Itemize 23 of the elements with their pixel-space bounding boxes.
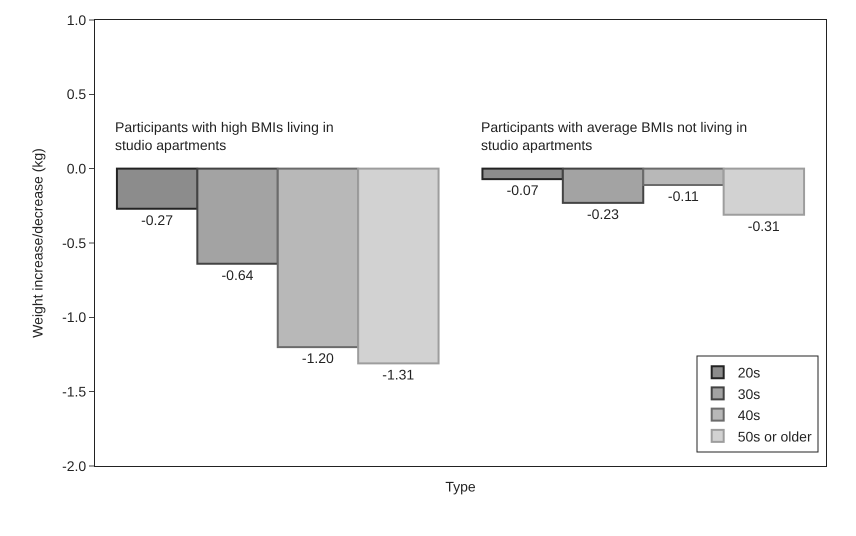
y-tick-label: -1.0: [62, 309, 86, 326]
y-axis-title: Weight increase/decrease (kg): [30, 148, 46, 338]
legend-label: 20s: [738, 364, 760, 381]
x-tick-label: Participants with high BMIs living in studio apartments: [115, 119, 334, 154]
data-label: -1.31: [382, 366, 414, 382]
y-tick-label: 1.0: [66, 12, 86, 28]
data-label: -0.31: [748, 218, 780, 234]
data-label: -0.07: [506, 182, 539, 198]
data-label: -0.23: [586, 206, 620, 222]
data-label: -1.20: [302, 350, 334, 366]
legend-label: 50s or older: [738, 428, 812, 444]
legend-label: 40s: [738, 407, 760, 424]
x-tick-label: Participants with average BMIs not living in studio apartments: [481, 119, 748, 154]
y-tick-label: -1.5: [62, 384, 86, 400]
x-axis-title: Type: [445, 478, 476, 494]
y-tick-label: 0.0: [66, 160, 86, 177]
legend-label: 30s: [738, 386, 760, 402]
y-tick-label: -0.5: [62, 234, 86, 251]
y-tick-label: 0.5: [66, 86, 86, 102]
y-tick-label: -2.0: [62, 458, 86, 474]
data-label: -0.11: [668, 188, 699, 204]
data-label: -0.27: [141, 212, 174, 228]
data-label: -0.64: [221, 266, 254, 283]
